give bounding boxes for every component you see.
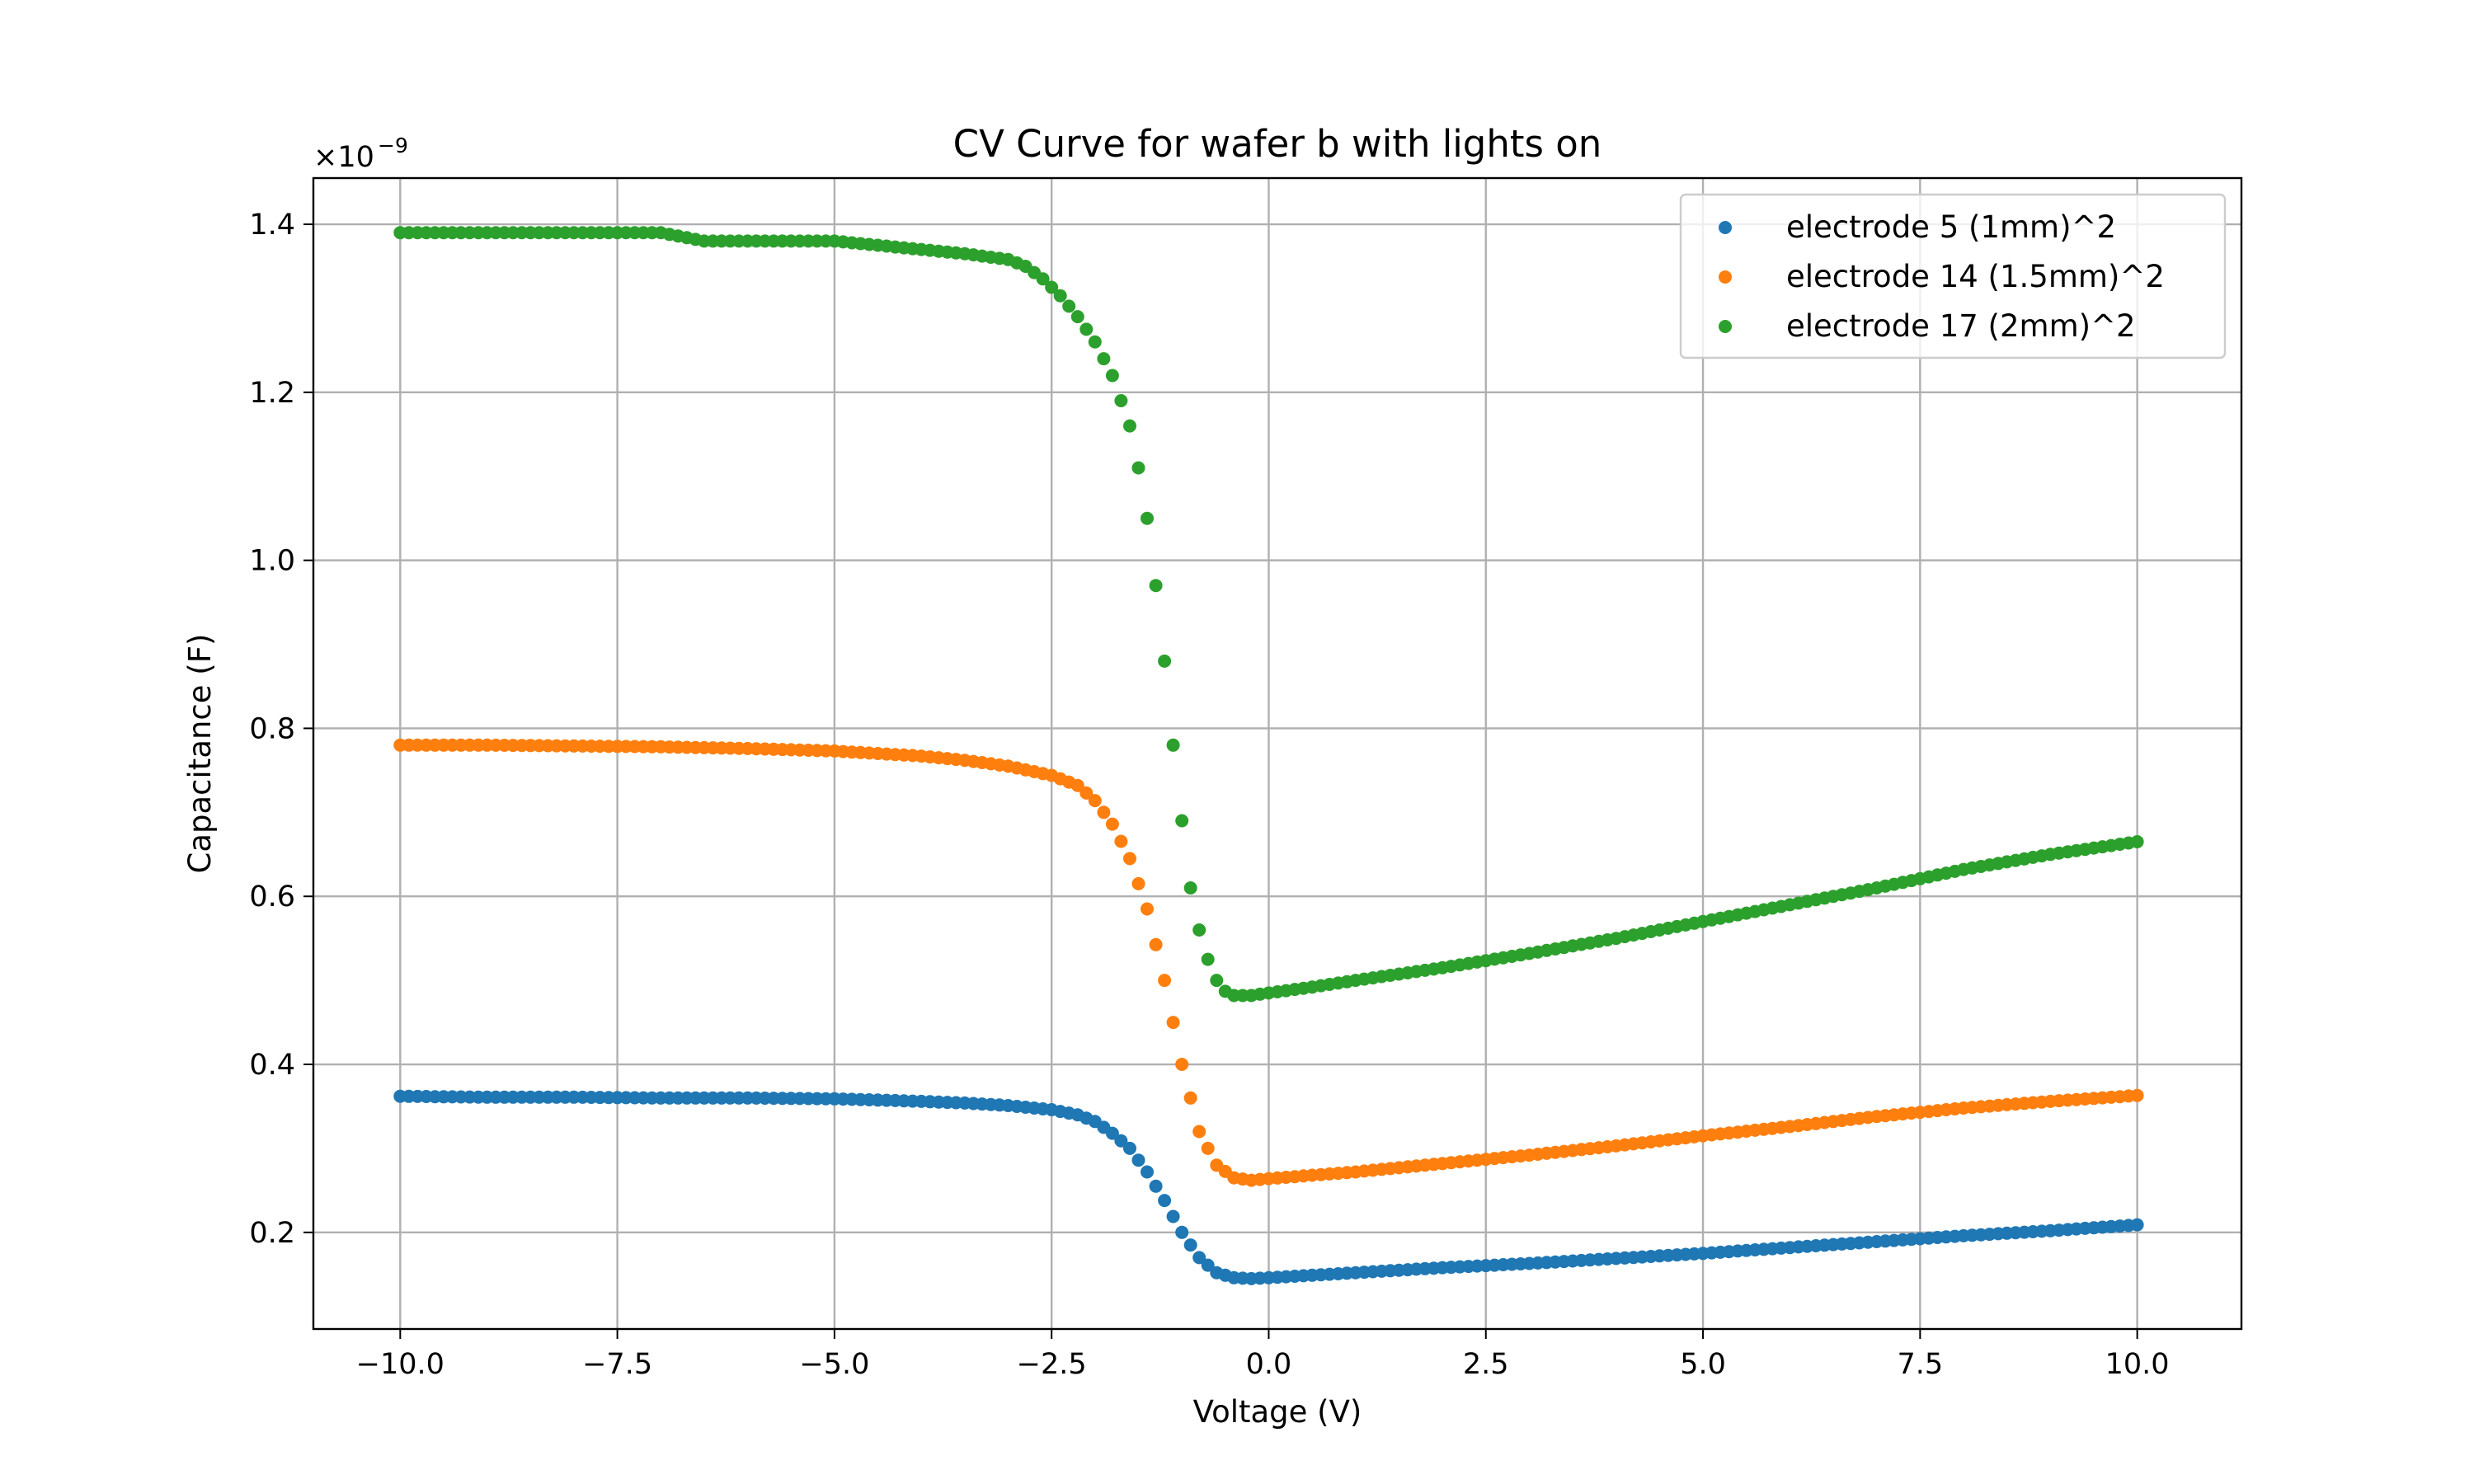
y-tick-label: 1.4 — [249, 209, 295, 242]
data-point — [1149, 1179, 1163, 1193]
x-tick-label: 0.0 — [1246, 1348, 1292, 1381]
x-tick-label: 10.0 — [2105, 1348, 2170, 1381]
data-point — [1070, 778, 1084, 792]
data-point — [2130, 1088, 2144, 1102]
legend-label-electrode-17: electrode 17 (2mm)^2 — [1786, 308, 2136, 344]
y-axis-label: Capacitance (F) — [182, 634, 218, 874]
y-tick-label: 1.2 — [249, 377, 295, 410]
data-point — [1070, 310, 1084, 324]
data-point — [1183, 881, 1197, 895]
legend-box — [1679, 193, 2227, 359]
data-point — [1166, 1016, 1180, 1030]
data-point — [1192, 923, 1206, 937]
data-point — [1175, 814, 1189, 828]
data-point — [1149, 937, 1163, 951]
data-point — [1123, 419, 1136, 433]
data-point — [1062, 299, 1076, 313]
plot-frame — [312, 176, 2243, 1331]
data-point — [1045, 280, 1059, 294]
data-point — [1175, 1058, 1189, 1071]
data-point — [1158, 974, 1172, 988]
data-point — [1201, 1258, 1215, 1272]
data-point — [1123, 852, 1136, 866]
data-point — [1079, 322, 1094, 336]
data-point — [1114, 1134, 1128, 1148]
data-point — [1123, 1141, 1136, 1155]
data-point — [1105, 369, 1119, 383]
data-point — [1097, 352, 1111, 366]
data-point — [1201, 1141, 1215, 1155]
data-point — [1131, 461, 1145, 475]
data-point — [2130, 1218, 2144, 1232]
x-tick-label: −5.0 — [799, 1348, 869, 1381]
data-point — [1141, 902, 1154, 916]
legend-label-electrode-14: electrode 14 (1.5mm)^2 — [1786, 259, 2165, 294]
y-offset-label: ×10 −9 — [313, 134, 408, 174]
data-point — [1088, 794, 1102, 808]
data-point — [1036, 272, 1050, 286]
data-point — [1166, 1209, 1180, 1223]
data-points — [393, 226, 2144, 1285]
y-tick-label: 0.2 — [249, 1217, 295, 1250]
data-point — [1192, 1125, 1206, 1139]
data-point — [1158, 654, 1172, 668]
y-tick-label: 0.8 — [249, 712, 295, 745]
data-point — [1166, 738, 1180, 752]
x-tick-label: 5.0 — [1680, 1348, 1726, 1381]
x-axis-ticks: −10.0 −7.5 −5.0 −2.5 0.0 2.5 5.0 7.5 10.0 — [356, 1329, 2170, 1381]
data-point — [1131, 876, 1145, 890]
x-tick-label: 2.5 — [1463, 1348, 1509, 1381]
data-point — [1175, 1225, 1189, 1239]
y-offset-multiplier: ×10 — [313, 141, 374, 174]
legend: electrode 5 (1mm)^2 electrode 14 (1.5mm)… — [1679, 193, 2227, 359]
data-point — [1105, 1126, 1119, 1140]
data-point — [1201, 952, 1215, 966]
data-point — [1105, 817, 1119, 831]
legend-marker-electrode-14 — [1719, 270, 1732, 284]
legend-label-electrode-5: electrode 5 (1mm)^2 — [1786, 209, 2116, 245]
data-point — [1141, 1165, 1154, 1179]
series-2 — [393, 738, 2144, 1187]
data-point — [1114, 834, 1128, 848]
x-tick-label: −2.5 — [1017, 1348, 1087, 1381]
x-tick-label: −10.0 — [356, 1348, 444, 1381]
series-3 — [393, 226, 2144, 1003]
data-point — [1141, 511, 1154, 525]
data-point — [1149, 579, 1163, 593]
data-point — [1192, 1251, 1206, 1265]
data-point — [1131, 1153, 1145, 1167]
data-point — [2130, 835, 2144, 848]
x-tick-label: 7.5 — [1897, 1348, 1943, 1381]
data-point — [1079, 786, 1094, 800]
data-point — [1210, 974, 1224, 988]
data-point — [1053, 289, 1067, 303]
y-offset-exponent: −9 — [378, 134, 408, 157]
chart-title: CV Curve for wafer b with lights on — [953, 122, 1602, 166]
y-tick-label: 1.0 — [249, 545, 295, 578]
data-point — [1183, 1091, 1197, 1105]
data-point — [1097, 805, 1111, 819]
data-point — [1158, 1194, 1172, 1208]
y-tick-label: 0.6 — [249, 881, 295, 913]
x-tick-label: −7.5 — [582, 1348, 652, 1381]
data-point — [1088, 335, 1102, 349]
legend-marker-electrode-17 — [1719, 320, 1732, 333]
legend-marker-electrode-5 — [1719, 221, 1732, 234]
y-axis-ticks: 0.2 0.4 0.6 0.8 1.0 1.2 1.4 — [249, 209, 313, 1250]
data-point — [1183, 1238, 1197, 1252]
data-point — [1114, 394, 1128, 407]
series-1 — [393, 1089, 2144, 1285]
y-tick-label: 0.4 — [249, 1049, 295, 1082]
x-axis-label: Voltage (V) — [1193, 1394, 1362, 1430]
